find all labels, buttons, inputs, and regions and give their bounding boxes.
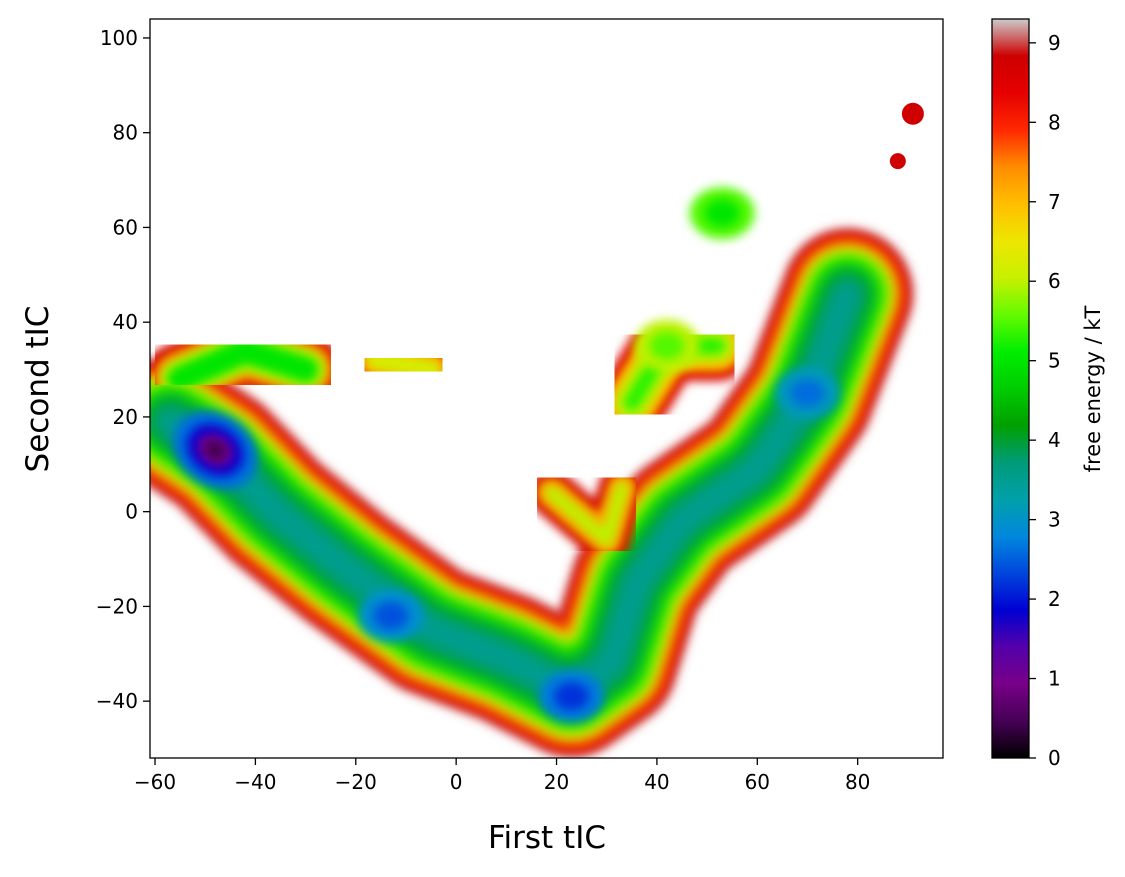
- colorbar-tick-label: 4: [1048, 428, 1061, 452]
- y-axis-ticks: −40 −20 0 20 40 60 80 100: [96, 26, 150, 713]
- x-tick-label: 60: [745, 770, 770, 794]
- energy-contour: [544, 481, 629, 548]
- energy-well: [205, 441, 225, 459]
- colorbar-tick-label: 3: [1048, 508, 1061, 532]
- y-tick-label: 0: [125, 500, 138, 524]
- colorbar-tick-label: 0: [1048, 746, 1061, 770]
- y-tick-label: 100: [100, 26, 138, 50]
- plot-frame: [149, 18, 944, 759]
- colorbar-tick-label: 6: [1048, 269, 1061, 293]
- free-energy-landscape: [150, 102, 924, 758]
- x-axis-ticks: −60 −40 −20 0 20 40 60 80: [134, 758, 870, 794]
- x-tick-label: 20: [544, 770, 569, 794]
- colorbar-tick-label: 1: [1048, 667, 1061, 691]
- y-tick-label: 60: [113, 215, 138, 239]
- x-tick-label: −40: [234, 770, 276, 794]
- x-tick-label: −60: [134, 770, 176, 794]
- colorbar-ticks: 0 1 2 3 4 5 6 7 8 9: [1029, 31, 1061, 770]
- energy-contour: [167, 337, 319, 392]
- x-tick-label: −20: [335, 770, 377, 794]
- colorbar-label: free energy / kT: [1081, 305, 1105, 472]
- x-tick-label: 40: [644, 770, 669, 794]
- energy-well: [789, 379, 825, 408]
- colorbar-gradient: [992, 19, 1029, 758]
- colorbar-frame: [991, 18, 1030, 759]
- colorbar: 0 1 2 3 4 5 6 7 8 9 free energy / kT: [991, 18, 1105, 770]
- plot-area: −60 −40 −20 0 20 40 60 80 −40 −20 0 20 40 60 80 100 Fi…: [20, 18, 944, 856]
- x-tick-label: 0: [450, 770, 463, 794]
- colorbar-tick-label: 8: [1048, 110, 1061, 134]
- energy-well: [373, 601, 409, 630]
- y-axis-label: Second tIC: [20, 306, 56, 473]
- y-tick-label: −40: [96, 689, 138, 713]
- colorbar-tick-label: 2: [1048, 587, 1061, 611]
- colorbar-tick-label: 5: [1048, 349, 1061, 373]
- energy-well: [649, 331, 685, 360]
- x-tick-label: 80: [845, 770, 870, 794]
- y-tick-label: −20: [96, 594, 138, 618]
- colorbar-tick-label: 7: [1048, 190, 1061, 214]
- energy-contour: [365, 350, 442, 380]
- energy-well: [554, 682, 590, 711]
- x-axis-label: First tIC: [488, 820, 606, 856]
- colorbar-tick-label: 9: [1048, 31, 1061, 55]
- energy-well: [704, 199, 740, 228]
- y-tick-label: 20: [113, 405, 138, 429]
- y-tick-label: 40: [113, 310, 138, 334]
- y-tick-label: 80: [113, 121, 138, 145]
